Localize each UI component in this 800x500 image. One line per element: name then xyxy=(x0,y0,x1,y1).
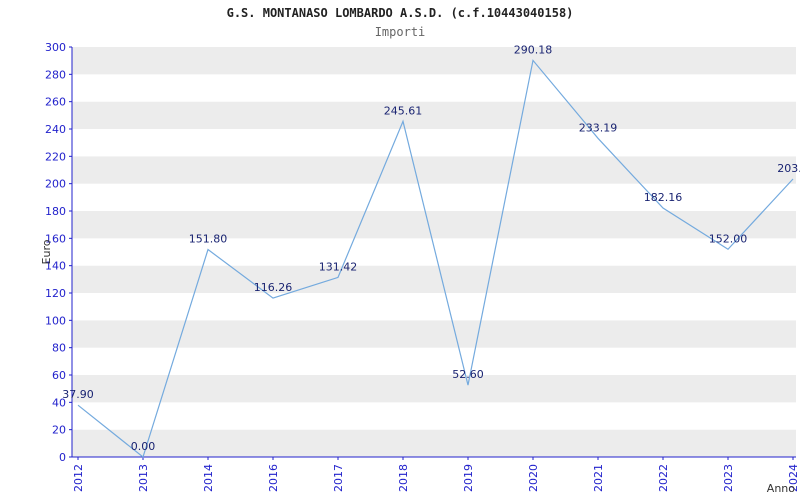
y-tick-label: 120 xyxy=(45,287,66,300)
plot-band xyxy=(72,293,796,321)
plot-band xyxy=(72,265,796,293)
chart-title: G.S. MONTANASO LOMBARDO A.S.D. (c.f.1044… xyxy=(226,6,574,20)
series-line xyxy=(77,59,794,459)
plot-band xyxy=(72,320,796,348)
y-tick-label: 0 xyxy=(59,451,66,464)
y-tick-label: 300 xyxy=(45,41,66,54)
data-label: 152.00 xyxy=(709,232,748,245)
y-tick-label: 280 xyxy=(45,68,66,81)
data-label: 203.4 xyxy=(777,162,800,175)
y-tick-label: 260 xyxy=(45,96,66,109)
data-label: 233.19 xyxy=(579,121,618,134)
x-tick-label: 2017 xyxy=(332,464,345,492)
data-label: 37.90 xyxy=(62,388,94,401)
x-tick-label: 2023 xyxy=(722,464,735,492)
x-tick-label: 2018 xyxy=(397,464,410,492)
plot-band xyxy=(72,156,796,184)
data-label: 52.60 xyxy=(452,368,484,381)
y-tick-label: 180 xyxy=(45,205,66,218)
y-tick-label: 60 xyxy=(52,369,66,382)
y-tick-label: 40 xyxy=(52,396,66,409)
plot-band xyxy=(72,183,796,211)
data-label: 182.16 xyxy=(644,191,683,204)
plot-band xyxy=(72,429,796,457)
data-label: 290.18 xyxy=(514,43,553,56)
y-axis-title: Euro xyxy=(40,239,53,264)
chart-subtitle: Importi xyxy=(374,25,426,39)
plot-band xyxy=(72,101,796,129)
y-tick-label: 140 xyxy=(45,260,66,273)
plot-band xyxy=(72,238,796,266)
data-label: 0.00 xyxy=(131,440,156,453)
y-tick-label: 200 xyxy=(45,178,66,191)
plot-band xyxy=(72,74,796,102)
plot-band xyxy=(72,347,796,375)
x-tick-label: 2013 xyxy=(137,464,150,492)
y-tick-label: 160 xyxy=(45,232,66,245)
x-tick-label: 2020 xyxy=(527,464,540,492)
x-tick-label: 2014 xyxy=(202,464,215,492)
plot-band xyxy=(72,47,796,75)
plot-band xyxy=(72,375,796,403)
data-label: 245.61 xyxy=(384,104,423,117)
data-label: 131.42 xyxy=(319,260,358,273)
x-tick-label: 2019 xyxy=(462,464,475,492)
data-label: 116.26 xyxy=(254,281,293,294)
y-tick-label: 240 xyxy=(45,123,66,136)
plot-band xyxy=(72,402,796,430)
x-tick-label: 2022 xyxy=(657,464,670,492)
y-tick-label: 100 xyxy=(45,314,66,327)
x-tick-label: 2012 xyxy=(72,464,85,492)
plot-band xyxy=(72,211,796,239)
y-tick-label: 80 xyxy=(52,342,66,355)
plot-band xyxy=(72,129,796,157)
x-axis-title: Anno xyxy=(767,482,795,495)
x-tick-label: 2021 xyxy=(592,464,605,492)
x-tick-label: 2024 xyxy=(787,464,800,492)
data-label: 151.80 xyxy=(189,233,228,246)
x-tick-label: 2016 xyxy=(267,464,280,492)
y-tick-label: 20 xyxy=(52,424,66,437)
y-tick-label: 220 xyxy=(45,150,66,163)
